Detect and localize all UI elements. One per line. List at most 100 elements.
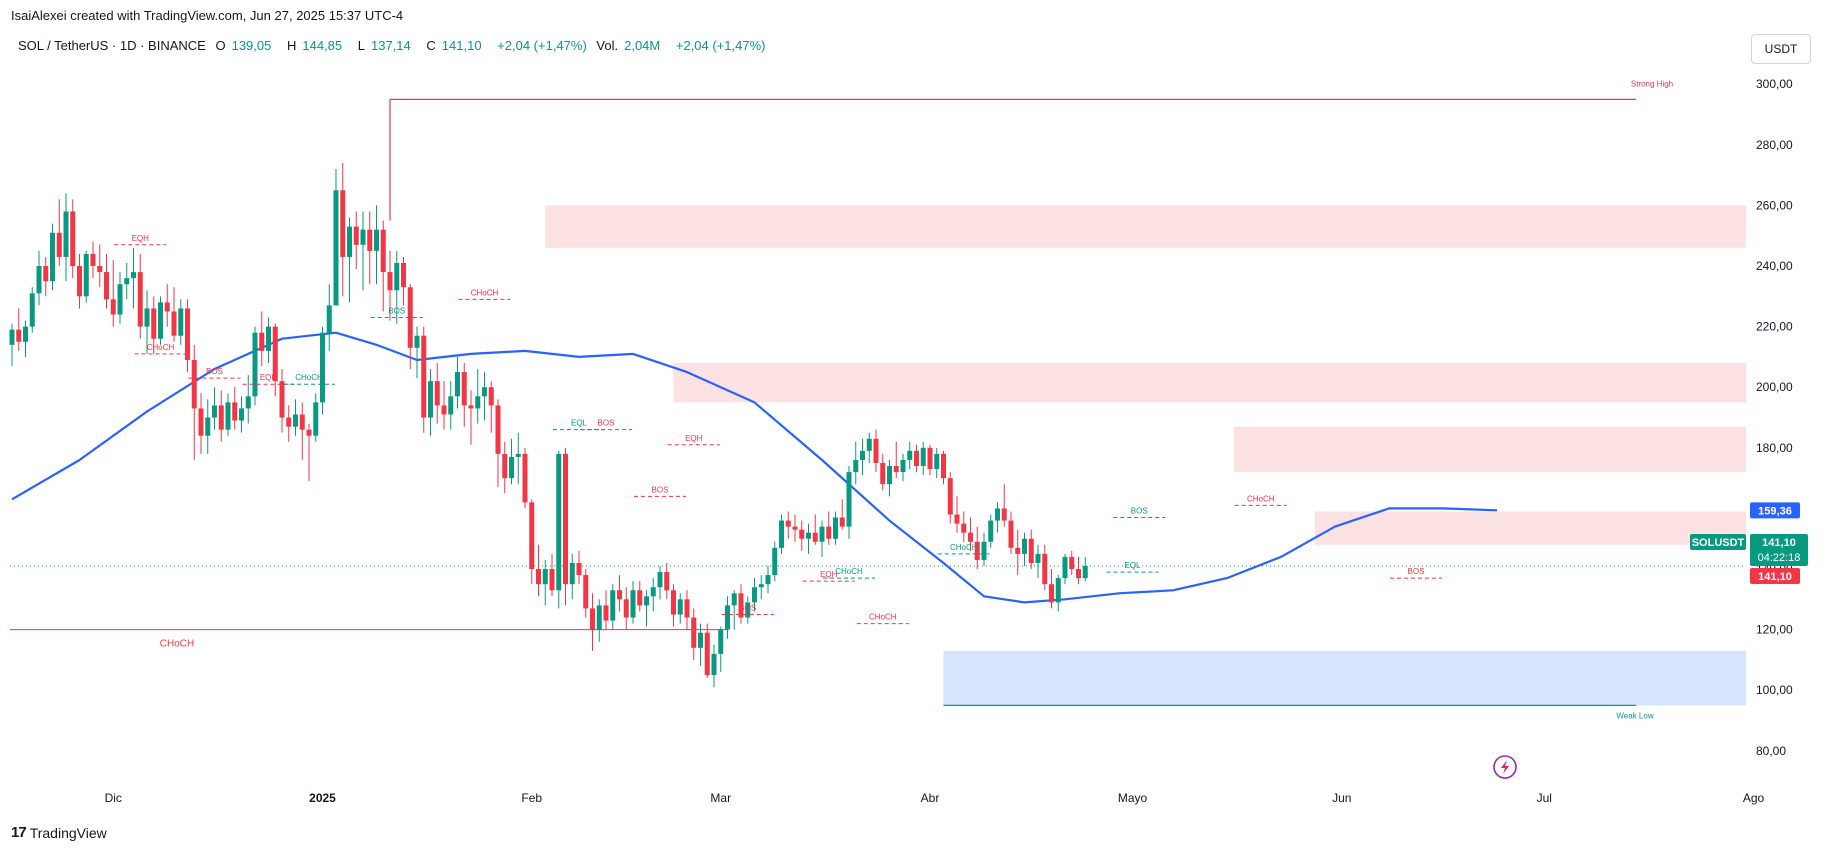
y-tick-label: 180,00: [1756, 441, 1793, 455]
structure-label: BOS: [1131, 507, 1148, 516]
candles-layer: [9, 162, 1088, 688]
candle-body: [704, 632, 710, 676]
volume-value: Vol. 2,04M: [596, 38, 661, 53]
lightning-icon[interactable]: [1493, 755, 1517, 779]
structure-label: BOS: [206, 367, 223, 376]
candle: [765, 566, 771, 594]
candle-body: [360, 229, 366, 245]
candle: [637, 581, 643, 612]
structure-label: BOS: [739, 603, 756, 612]
candle-body: [718, 629, 724, 654]
candle-body: [887, 466, 892, 485]
candle: [941, 450, 946, 485]
candle-body: [630, 590, 636, 618]
candle-body: [137, 272, 143, 327]
candle: [812, 514, 818, 545]
candle-body: [644, 596, 649, 606]
candle-body: [873, 438, 879, 463]
structure-label: CHoCH: [295, 373, 323, 382]
candle: [617, 575, 622, 612]
candle: [347, 217, 352, 303]
candle-body: [124, 278, 130, 285]
last-price-text: 141,10: [1762, 537, 1796, 549]
currency-button[interactable]: USDT: [1751, 34, 1811, 64]
candle-body: [455, 372, 460, 397]
candle-body: [542, 569, 548, 585]
candle: [745, 596, 751, 624]
candle: [468, 390, 474, 445]
candle: [495, 399, 501, 488]
candle: [792, 514, 798, 542]
candle: [279, 369, 285, 433]
candle: [853, 441, 859, 485]
candle-body: [428, 381, 433, 418]
candle: [293, 399, 298, 436]
candle: [313, 393, 319, 442]
candle: [23, 320, 28, 357]
structure-label: CHoCH: [1247, 494, 1275, 503]
moving-average-line: [11, 331, 1498, 604]
candle: [934, 447, 940, 479]
y-tick-label: 120,00: [1756, 623, 1793, 637]
candle: [920, 441, 926, 476]
candle-body: [191, 359, 197, 409]
candle-body: [110, 299, 116, 315]
low-value: L 137,14: [357, 38, 411, 53]
candle-body: [758, 584, 764, 588]
candle-body: [596, 605, 602, 630]
candle-body: [1008, 520, 1014, 548]
tradingview-logo[interactable]: 17 TradingView: [11, 824, 107, 841]
structure-label: EQH: [820, 570, 838, 579]
candle-body: [144, 308, 150, 327]
candle: [266, 317, 271, 363]
candle-body: [765, 575, 771, 585]
candle: [158, 296, 163, 345]
candle: [664, 562, 670, 600]
candle: [286, 405, 292, 442]
x-tick-label: Jul: [1537, 791, 1552, 805]
structure-label: CHoCH: [950, 543, 978, 552]
candle: [502, 441, 508, 494]
candle: [36, 250, 42, 306]
candle-body: [374, 229, 379, 251]
candle-body: [968, 532, 973, 542]
candle-body: [266, 326, 271, 351]
candle: [590, 593, 595, 651]
candle: [252, 326, 258, 406]
candle: [603, 590, 609, 630]
candle-body: [245, 396, 251, 409]
candle-body: [738, 593, 744, 618]
candle-body: [461, 372, 467, 406]
candle: [799, 520, 805, 551]
candle: [1082, 556, 1088, 582]
symbol-label[interactable]: SOL / TetherUS · 1D · BINANCE: [18, 38, 206, 53]
candle: [299, 402, 305, 460]
candle: [988, 514, 994, 548]
candle: [563, 447, 568, 606]
candle: [320, 326, 325, 415]
y-tick-label: 220,00: [1756, 320, 1793, 334]
candle-body: [1055, 578, 1061, 603]
candle: [927, 444, 933, 476]
candle: [198, 393, 204, 454]
y-tick-label: 260,00: [1756, 198, 1793, 212]
candle: [488, 381, 494, 433]
candle-body: [380, 229, 386, 273]
candle: [218, 390, 224, 442]
candle-body: [502, 453, 508, 479]
structure-label: EQH: [685, 434, 703, 443]
candle-body: [509, 456, 514, 479]
candle: [353, 211, 359, 270]
candle-body: [407, 287, 413, 348]
candle-body: [293, 414, 298, 427]
candle: [110, 259, 116, 327]
candle-body: [205, 417, 211, 436]
candle-body: [617, 590, 622, 600]
candle-body: [536, 569, 541, 585]
candle-body: [43, 266, 49, 282]
candle-body: [947, 478, 953, 515]
candle: [29, 287, 35, 333]
candle: [387, 250, 393, 321]
candle: [205, 399, 211, 454]
